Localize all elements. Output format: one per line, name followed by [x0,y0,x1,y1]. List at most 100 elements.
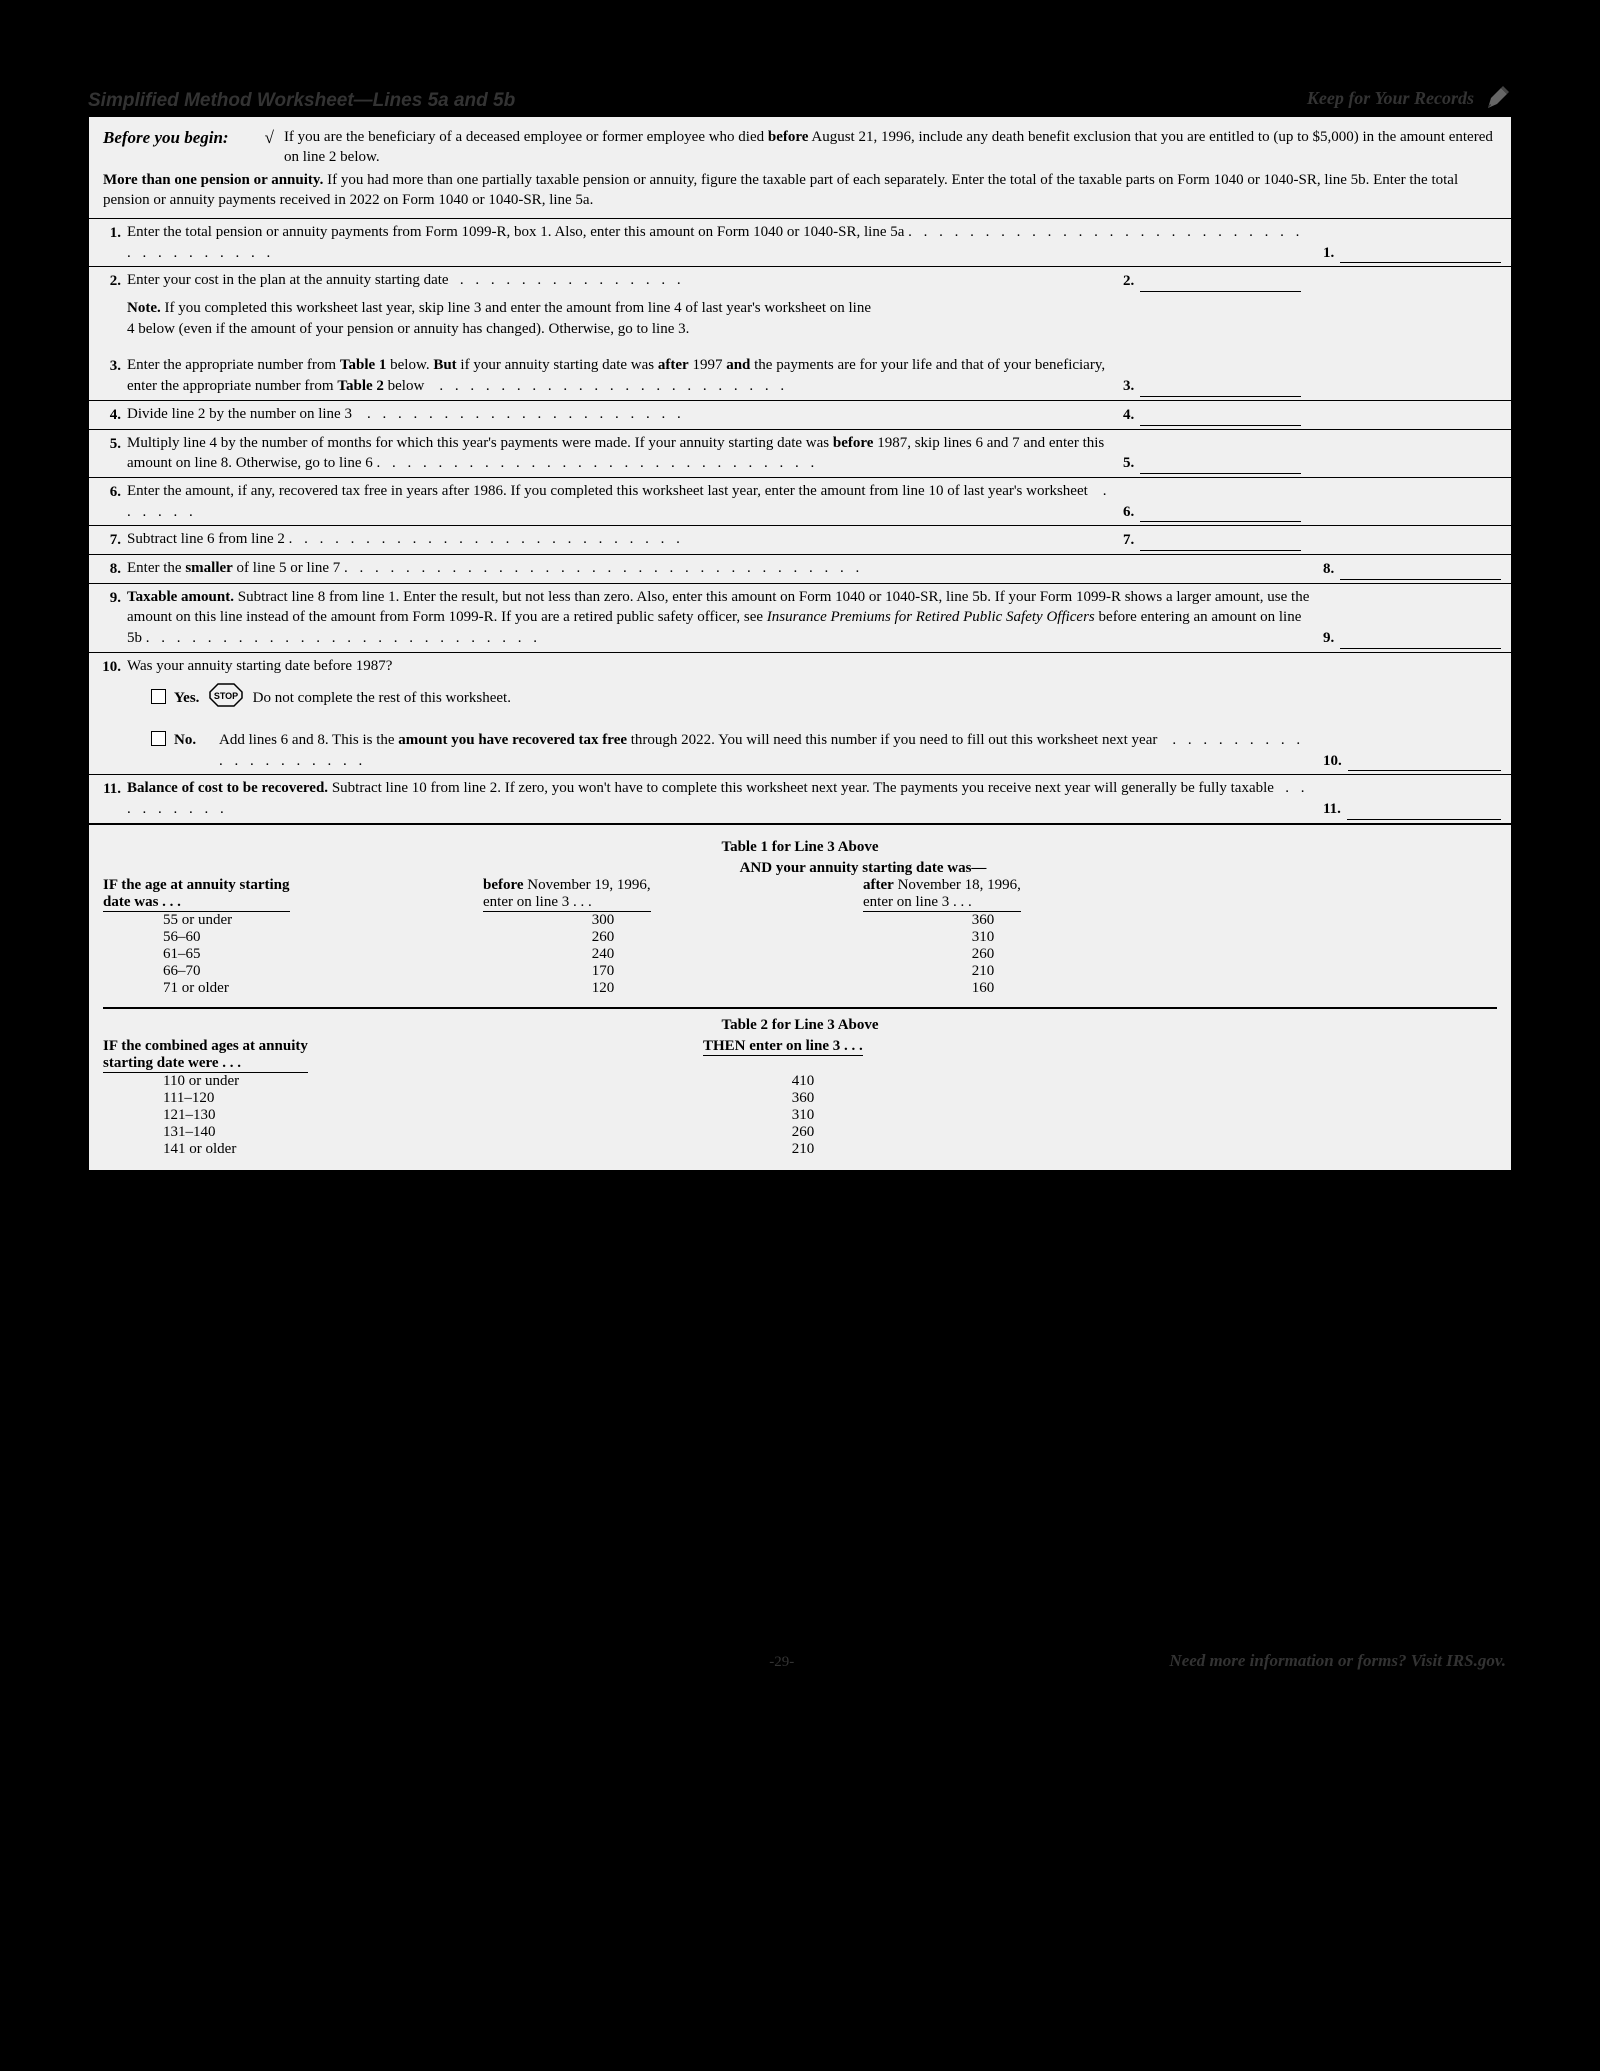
line-text: Enter the total pension or annuity payme… [127,222,1323,263]
outer-fill: 8. [1323,559,1501,580]
table1: AND your annuity starting date was— IF t… [103,860,1497,997]
table1-title: Table 1 for Line 3 Above [103,839,1497,856]
table2-age: 121–130 [103,1107,703,1124]
line-text: Multiply line 4 by the number of months … [127,433,1123,474]
line-text: Balance of cost to be recovered. Subtrac… [127,778,1323,819]
table2-age: 131–140 [103,1124,703,1141]
table1-row: 56–60260310 [103,929,1497,946]
fill-line[interactable] [1347,803,1501,820]
line-text: Enter your cost in the plan at the annui… [127,270,1123,291]
yes-label: Yes. [174,690,199,706]
line-text: Subtract line 6 from line 2 . . . . . . … [127,529,1123,550]
fill-line[interactable] [1340,246,1501,263]
table2-row: 111–120360 [103,1090,1497,1107]
checkbox-yes[interactable] [151,689,166,704]
worksheet-line: 4.Divide line 2 by the number on line 3 … [89,400,1511,429]
table2-row: 121–130310 [103,1107,1497,1124]
table2-title: Table 2 for Line 3 Above [103,1017,1497,1034]
table2-age: 111–120 [103,1090,703,1107]
table2-age: 141 or older [103,1141,703,1158]
table2-age: 110 or under [103,1073,703,1090]
line-text: Enter the amount, if any, recovered tax … [127,481,1123,522]
outer-fill: 11. [1323,799,1501,820]
line-text: Divide line 2 by the number on line 3 . … [127,404,1123,425]
worksheet-line: 3.Enter the appropriate number from Tabl… [89,352,1511,399]
line-number: 9. [95,587,127,609]
table2-row: 141 or older210 [103,1141,1497,1158]
line-number: 2. [95,270,127,292]
table1-after: 160 [863,980,1243,997]
line-note: Note. If you completed this worksheet la… [89,295,1511,342]
q10-yes-row: Yes. STOP Do not complete the rest of th… [89,680,1511,717]
page-footer: -29- Need more information or forms? Vis… [88,1651,1512,1671]
fill-line[interactable] [1140,505,1301,522]
header: Simplified Method Worksheet—Lines 5a and… [88,84,1512,112]
table1-before: 260 [483,929,863,946]
table2-row: 131–140260 [103,1124,1497,1141]
checkmark-icon: √ [265,127,284,150]
outer-fill: 9. [1323,628,1501,649]
inner-fill-number: 6. [1123,502,1134,523]
inner-fill: 7. [1123,530,1301,551]
page: Simplified Method Worksheet—Lines 5a and… [0,0,1600,1711]
fill-line[interactable] [1140,380,1301,397]
table1-after: 260 [863,946,1243,963]
fill-line[interactable] [1340,563,1501,580]
fill-line[interactable] [1340,632,1501,649]
worksheet-line: 10.Was your annuity starting date before… [89,652,1511,681]
table2-value: 210 [703,1141,1103,1158]
table2-col1-header: IF the combined ages at annuitystarting … [103,1038,308,1073]
table1-row: 55 or under300360 [103,912,1497,929]
worksheet-line: 6.Enter the amount, if any, recovered ta… [89,477,1511,525]
yes-text: Do not complete the rest of this workshe… [253,690,511,706]
checkbox-no[interactable] [151,731,166,746]
line-text: Enter the appropriate number from Table … [127,355,1123,396]
intro-line-1: If you are the beneficiary of a deceased… [284,127,1497,168]
worksheet-line: 11.Balance of cost to be recovered. Subt… [89,774,1511,822]
table1-age: 56–60 [103,929,483,946]
outer-fill: 1. [1323,243,1501,264]
table2-col2-header: THEN enter on line 3 . . . [703,1038,863,1056]
outer-fill-number: 11. [1323,799,1341,820]
table1-after: 360 [863,912,1243,929]
no-label: No. [174,732,196,748]
table1-after: 310 [863,929,1243,946]
outer-fill-number: 10. [1323,751,1342,772]
inner-fill: 2. [1123,271,1301,292]
q10-no-row: No. Add lines 6 and 8. This is the amount… [89,727,1511,774]
inner-fill-number: 2. [1123,271,1134,292]
stop-icon: STOP [209,683,243,714]
line-number: 6. [95,481,127,503]
line-number: 1. [95,222,127,244]
inner-fill: 5. [1123,453,1301,474]
table1-age: 66–70 [103,963,483,980]
footer-info: Need more information or forms? Visit IR… [1169,1651,1506,1671]
outer-fill-number: 1. [1323,243,1334,264]
worksheet-line: 2.Enter your cost in the plan at the ann… [89,266,1511,295]
table1-age: 61–65 [103,946,483,963]
fill-line[interactable] [1140,409,1301,426]
worksheet-title: Simplified Method Worksheet—Lines 5a and… [88,90,515,112]
fill-line[interactable] [1140,457,1301,474]
table1-before: 300 [483,912,863,929]
intro-line-2: More than one pension or annuity. If you… [103,170,1497,211]
table1-col3-header: after November 18, 1996,enter on line 3 … [863,877,1021,912]
inner-fill-number: 4. [1123,405,1134,426]
fill-line[interactable] [1140,275,1301,292]
line-number: 7. [95,529,127,551]
table1-row: 71 or older120160 [103,980,1497,997]
table2-row: 110 or under410 [103,1073,1497,1090]
worksheet-line: 1.Enter the total pension or annuity pay… [89,219,1511,266]
fill-line[interactable] [1348,754,1501,771]
line-text: Taxable amount. Subtract line 8 from lin… [127,587,1323,649]
fill-line[interactable] [1140,534,1301,551]
keep-records-label: Keep for Your Records [1307,88,1474,109]
outer-fill-number: 9. [1323,628,1334,649]
worksheet-line: 7.Subtract line 6 from line 2 . . . . . … [89,525,1511,554]
table1-row: 61–65240260 [103,946,1497,963]
worksheet-line: 9.Taxable amount. Subtract line 8 from l… [89,583,1511,652]
before-you-begin-label: Before you begin: [103,127,265,150]
no-text: Add lines 6 and 8. This is the amount yo… [219,730,1315,771]
worksheet-line: 8.Enter the smaller of line 5 or line 7 … [89,554,1511,583]
pencil-icon [1484,84,1512,112]
